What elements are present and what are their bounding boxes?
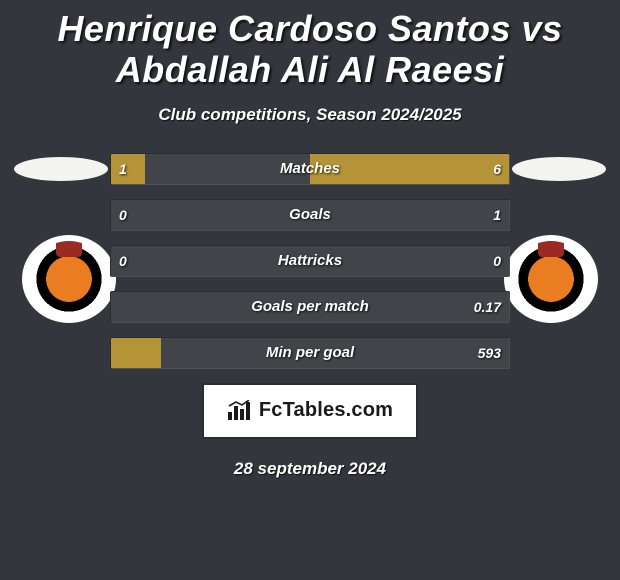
stat-right-value: 0 — [485, 246, 509, 276]
stat-label: Hattricks — [111, 246, 509, 276]
player-right-avatar-placeholder — [512, 157, 606, 181]
stat-right-value: 6 — [485, 154, 509, 184]
stat-row: 0 1Goals — [110, 199, 510, 231]
club-left-badge — [22, 235, 116, 323]
stat-left-value: 1 — [111, 154, 135, 184]
stat-label: Min per goal — [111, 338, 509, 368]
brand-chart-icon — [227, 400, 253, 422]
stat-right-value: 1 — [485, 200, 509, 230]
stat-right-fill — [310, 154, 509, 184]
stat-left-value — [111, 338, 127, 368]
brand-text: FcTables.com — [259, 399, 393, 422]
stat-right-value: 0.17 — [466, 292, 509, 322]
stat-row: 16Matches — [110, 153, 510, 185]
stat-row: 593Min per goal — [110, 337, 510, 369]
brand-box: FcTables.com — [202, 383, 418, 439]
snapshot-date: 28 september 2024 — [0, 459, 620, 479]
stat-left-value — [111, 292, 127, 322]
stat-left-value: 0 — [111, 200, 135, 230]
club-right-badge — [504, 235, 598, 323]
stat-label: Goals per match — [111, 292, 509, 322]
comparison-title: Henrique Cardoso Santos vs Abdallah Ali … — [0, 0, 620, 91]
player-left-avatar-placeholder — [14, 157, 108, 181]
stat-right-value: 593 — [470, 338, 509, 368]
stat-bars: 16Matches01Goals00Hattricks0.17Goals per… — [110, 153, 510, 369]
stat-label: Goals — [111, 200, 509, 230]
season-subtitle: Club competitions, Season 2024/2025 — [0, 105, 620, 125]
stat-row: 0.17Goals per match — [110, 291, 510, 323]
comparison-stage: 16Matches01Goals00Hattricks0.17Goals per… — [0, 153, 620, 369]
stat-left-value: 0 — [111, 246, 135, 276]
stat-row: 0 0Hattricks — [110, 245, 510, 277]
